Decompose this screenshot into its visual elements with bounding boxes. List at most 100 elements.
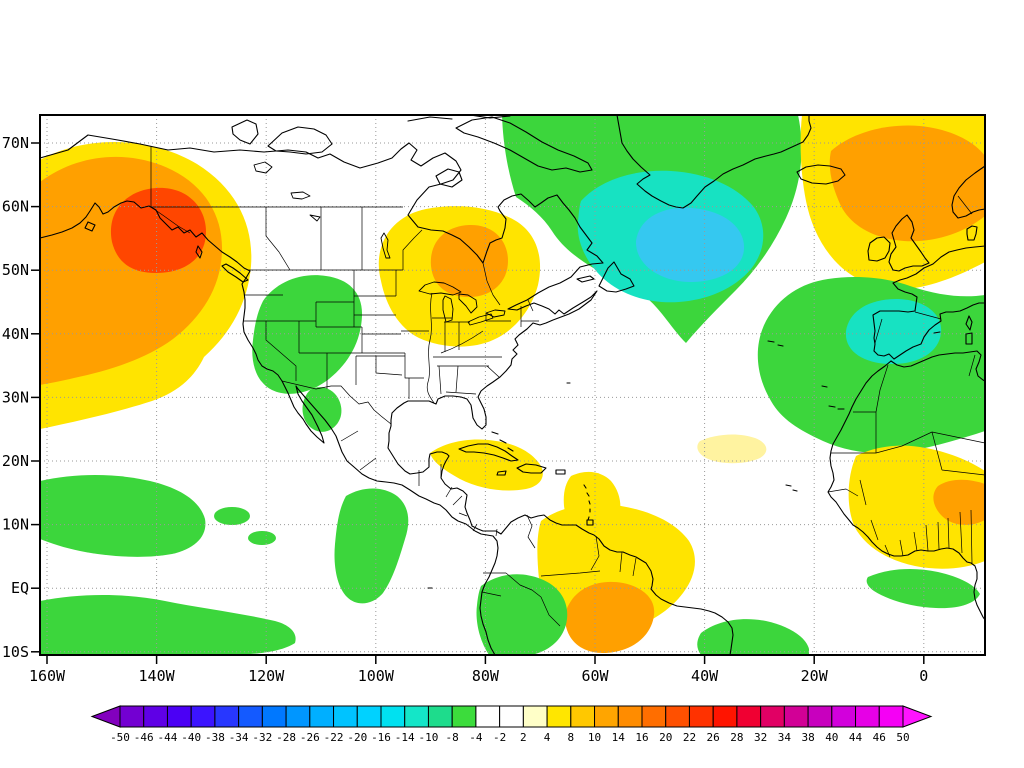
- lake-ontario: [485, 309, 506, 318]
- shading-central-america-green: [334, 488, 409, 604]
- colorbar-cell: [665, 705, 690, 728]
- colorbar-level-label: -2: [493, 731, 506, 744]
- colorbar-cell: [356, 705, 382, 728]
- colorbar-cell: [166, 705, 192, 728]
- shading-cuba-yellow: [430, 439, 543, 491]
- coastline-iceland: [796, 164, 846, 185]
- lake-erie: [467, 313, 494, 326]
- lon-tick-label: 80W: [472, 667, 500, 685]
- colorbar-level-label: -40: [181, 731, 201, 744]
- shading-atlantic-cyan-core: [635, 207, 745, 283]
- lat-tick-label: 20N: [2, 452, 29, 470]
- shading-europe-orange: [829, 125, 985, 242]
- colorbar-level-label: -22: [324, 731, 344, 744]
- borders-south-america: [481, 514, 637, 627]
- lat-tick-label: 10S: [2, 643, 29, 661]
- lat-tick-label: 60N: [2, 198, 29, 216]
- colorbar-cell: [807, 705, 833, 728]
- shading-ne-atlantic-teal: [845, 299, 942, 365]
- colorbar-level-label: 20: [659, 731, 672, 744]
- colorbar-level-label: -50: [110, 731, 130, 744]
- borders-us-states: [243, 269, 539, 404]
- lake-michigan: [442, 295, 454, 323]
- lon-tick-label: 120W: [248, 667, 285, 685]
- colorbar-level-label: -26: [300, 731, 320, 744]
- lake-huron: [458, 293, 478, 314]
- colorbar-cell: [570, 705, 596, 728]
- geography-layer: [39, 114, 986, 656]
- colorbar-cell: [855, 705, 880, 728]
- borders-africa: [827, 354, 986, 564]
- colorbar-cell: [427, 705, 453, 728]
- lat-tick-label: 30N: [2, 388, 29, 406]
- shading-south-america-orange: [564, 581, 655, 654]
- colorbar-level-label: 38: [801, 731, 814, 744]
- lon-tick-label: 20W: [801, 667, 829, 685]
- lon-tick-label: 0: [919, 667, 928, 685]
- coastline-norway: [951, 165, 986, 219]
- colorbar-level-label: 8: [568, 731, 575, 744]
- colorbar-cell: [499, 705, 524, 728]
- colorbar-level-label: 22: [683, 731, 696, 744]
- anomaly-shading-layer: [40, 115, 985, 655]
- colorbar-level-label: 16: [635, 731, 648, 744]
- shading-canada-orange: [430, 224, 508, 297]
- coastline-puerto-rico: [555, 469, 566, 475]
- colorbar-level-label: -28: [276, 731, 296, 744]
- lat-tick-label: 40N: [2, 325, 29, 343]
- lat-tick-label: 50N: [2, 261, 29, 279]
- colorbar-cell: [309, 705, 335, 728]
- colorbar-level-label: -8: [446, 731, 459, 744]
- lake-superior: [418, 281, 462, 296]
- colorbar-level-label: -20: [347, 731, 367, 744]
- great-slave-lake: [290, 191, 311, 200]
- borders-canada: [150, 146, 501, 306]
- shading-guinea-green: [866, 569, 980, 609]
- coastline-africa-mediterranean: [890, 350, 986, 382]
- colorbar-level-label: -34: [229, 731, 249, 744]
- colorbar-cell: [594, 705, 619, 728]
- coastline-corsica-sardinia: [965, 315, 973, 345]
- coastline-baffin-island: [455, 116, 593, 173]
- colorbar-level-label: -4: [469, 731, 483, 744]
- colorbar-level-label: 50: [896, 731, 909, 744]
- great-bear-lake: [253, 161, 273, 174]
- colorbar-level-label: 14: [612, 731, 626, 744]
- lat-tick-label: EQ: [11, 579, 29, 597]
- lat-tick-label: 10N: [2, 516, 29, 534]
- colorbar-cell: [760, 705, 785, 728]
- colorbar-level-label: -16: [371, 731, 391, 744]
- colorbar-cell: [736, 705, 762, 728]
- coastline-victoria-island: [267, 126, 333, 155]
- shading-africa-orange: [933, 479, 985, 525]
- colorbar-level-label: -44: [158, 731, 178, 744]
- shading-pacific-speck-1: [214, 507, 250, 525]
- colorbar-cell: [475, 705, 501, 728]
- colorbar-level-label: 10: [588, 731, 601, 744]
- colorbar-cell: [380, 705, 406, 728]
- shading-west-us-green: [252, 275, 363, 394]
- coastline-kodiak: [84, 221, 96, 232]
- colorbar-cell: [214, 705, 240, 728]
- coastline-africa-atlantic: [827, 360, 986, 621]
- colorbar-level-label: 34: [778, 731, 792, 744]
- coastline-balearics: [933, 331, 941, 334]
- colorbar-level-label: 40: [825, 731, 838, 744]
- colorbar-level-label: -46: [134, 731, 154, 744]
- colorbar-arrow-right: [902, 705, 933, 728]
- colorbar-level-label: 32: [754, 731, 767, 744]
- colorbar-cell: [190, 705, 216, 728]
- shading-sierra-madre-green: [302, 387, 342, 432]
- lat-tick-label: 70N: [2, 134, 29, 152]
- coastline-hispaniola: [516, 463, 547, 474]
- shading-pacific-speck-2: [248, 531, 276, 545]
- shading-gulf-of-alaska-core: [110, 187, 206, 273]
- map-frame: [39, 114, 986, 656]
- colorbar-cell: [238, 705, 263, 728]
- lon-tick-label: 160W: [29, 667, 66, 685]
- coastline-jamaica: [496, 470, 507, 476]
- colorbar-cell: [143, 705, 168, 728]
- colorbar-level-label: 44: [849, 731, 863, 744]
- coastline-vancouver-island: [221, 263, 249, 283]
